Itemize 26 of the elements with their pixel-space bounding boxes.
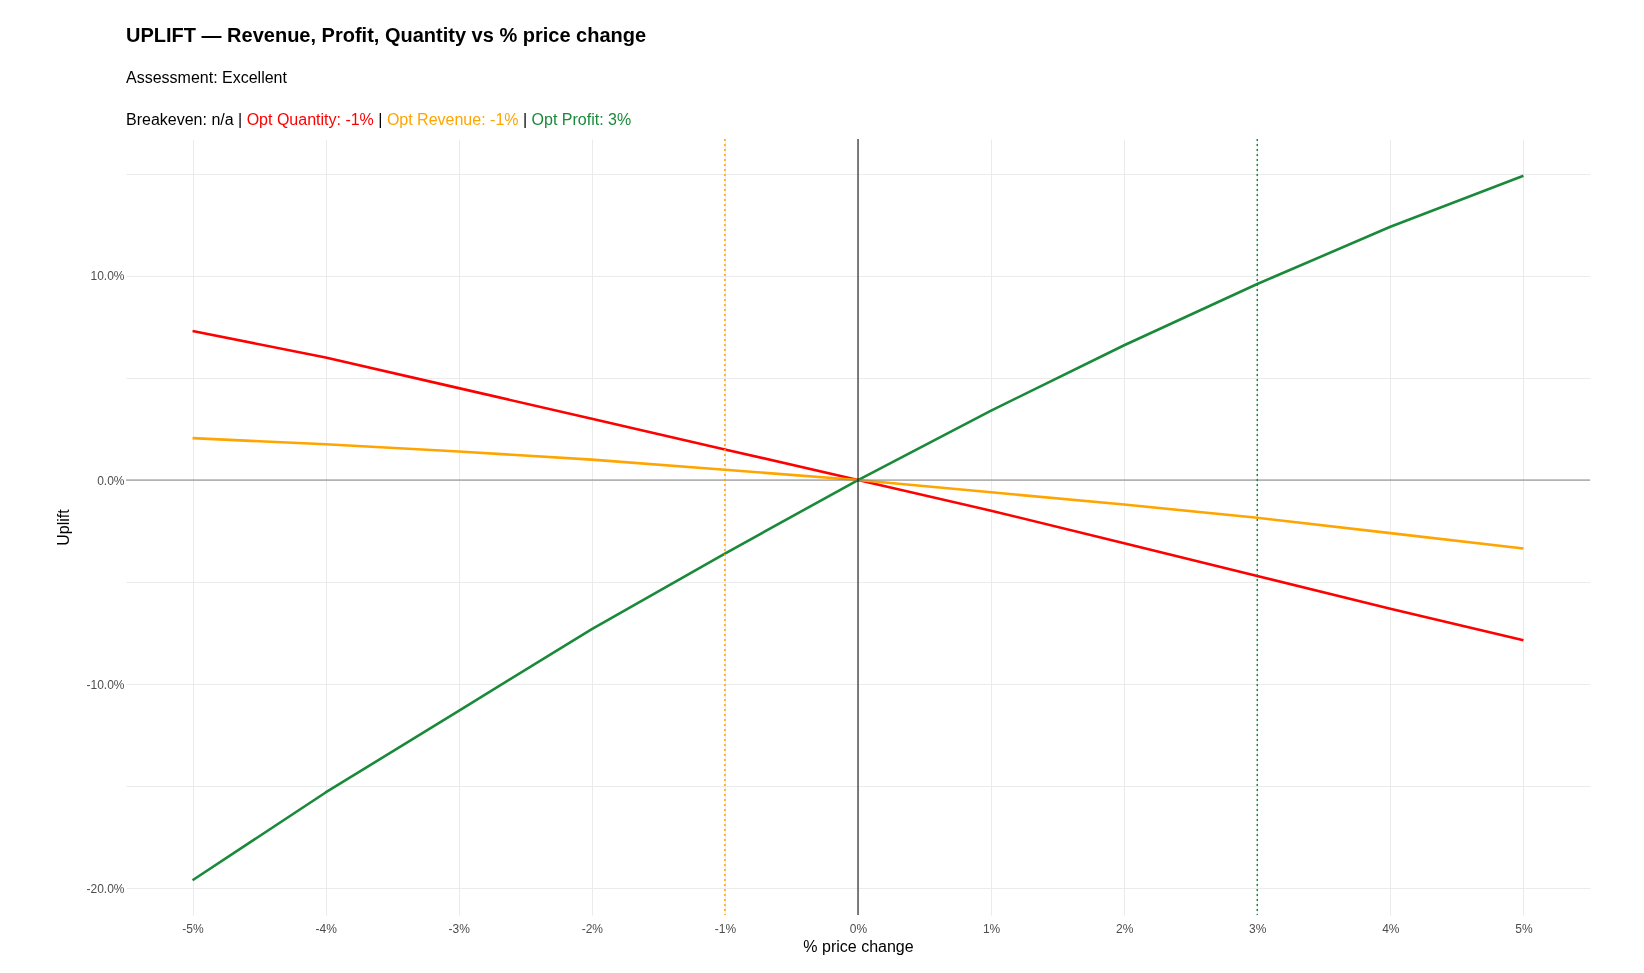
y-tick-label: 0.0% (97, 473, 125, 488)
x-tick-label: 1% (982, 921, 1001, 936)
y-tick-label: 10.0% (90, 269, 125, 284)
x-tick-label: 5% (1515, 921, 1533, 936)
text: | (378, 111, 383, 128)
x-tick-label: -4% (315, 921, 338, 936)
x-tick-label: -3% (448, 921, 471, 936)
text: Opt Revenue: -1% (386, 111, 519, 128)
chart-title: UPLIFT — Revenue, Profit, Quantity vs % price change (126, 24, 647, 46)
y-tick-label: -20.0% (86, 881, 125, 896)
line-series (191, 329, 1525, 642)
text: | (522, 111, 528, 128)
chart-subtitle: Assessment: Excellent (126, 69, 288, 86)
y-tick-label: -10.0% (86, 677, 125, 692)
x-tick-label: -5% (182, 921, 205, 936)
x-axis-title: % price change (803, 937, 914, 955)
x-tick-label: -2% (581, 921, 604, 936)
x-tick-label: 0% (849, 921, 868, 936)
text: Breakeven: n/a | (126, 111, 243, 128)
x-tick-label: 3% (1249, 921, 1267, 936)
text: Opt Profit: 3% (531, 111, 632, 128)
text: Opt Quantity: -1% (246, 111, 374, 128)
y-axis-title: Uplift (55, 508, 73, 546)
x-tick-label: 4% (1382, 921, 1400, 936)
x-tick-label: -1% (714, 921, 737, 936)
x-tick-label: 2% (1116, 921, 1134, 936)
